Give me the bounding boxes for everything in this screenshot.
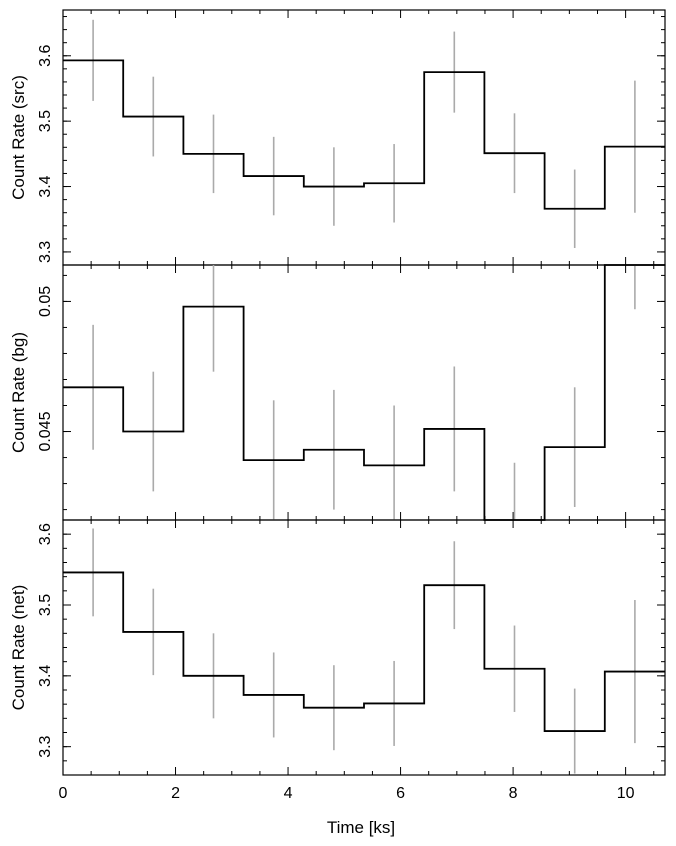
net-y-tick-label: 3.5 (37, 594, 54, 616)
bg-y-tick-label: 0.05 (37, 286, 54, 317)
net-count-rate-panel: 3.3 3.4 3.5 3.6 Count Rate (net) 0 2 4 6 8 10 (9, 519, 666, 802)
src-y-axis-title: Count Rate (src) (9, 75, 28, 200)
net-y-tick-label: 3.6 (37, 523, 54, 545)
bg-step-line (63, 264, 665, 521)
net-y-tick-label: 3.4 (37, 665, 54, 687)
src-y-tick-label: 3.3 (37, 241, 54, 263)
net-y-axis-title: Count Rate (net) (9, 585, 28, 711)
net-x-tick-label: 8 (509, 785, 518, 802)
bg-y-axis-title: Count Rate (bg) (9, 332, 28, 453)
src-y-tick-label: 3.4 (37, 175, 54, 197)
src-y-tick-label: 3.6 (37, 45, 54, 67)
bg-y-tick-label: 0.045 (37, 411, 54, 451)
bg-count-rate-panel: 0.045 0.05 Count Rate (bg) (9, 264, 666, 521)
src-y-tick-label: 3.5 (37, 110, 54, 132)
net-x-tick-label: 10 (617, 785, 635, 802)
net-x-tick-label: 0 (59, 785, 68, 802)
net-step-line (63, 571, 665, 732)
x-axis-title: Time [ks] (327, 818, 395, 837)
net-x-tick-label: 4 (284, 785, 293, 802)
net-x-tick-label: 6 (396, 785, 405, 802)
net-x-tick-label: 2 (171, 785, 180, 802)
net-y-tick-label: 3.3 (37, 735, 54, 757)
src-step-line (63, 59, 665, 210)
src-count-rate-panel: 3.3 3.4 3.5 3.6 Count Rate (src) (9, 9, 666, 266)
